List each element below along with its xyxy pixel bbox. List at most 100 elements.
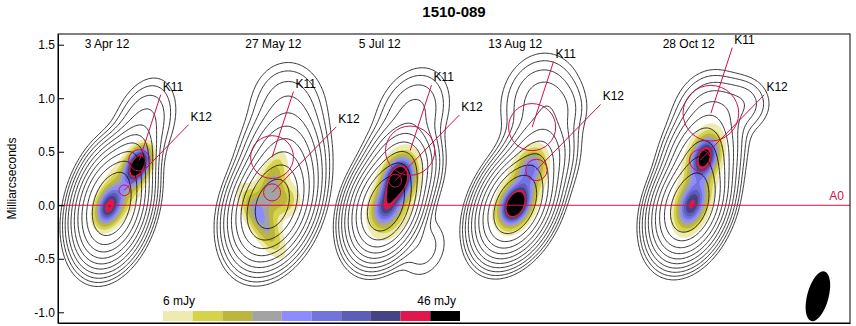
panel [333,68,459,280]
polarized-intensity [499,155,541,226]
colorbar-label: 6 mJy [163,294,195,308]
chart: 1510-089Milliarcseconds3 Apr 12K11K1227 … [0,0,856,326]
knot-label: K11 [556,47,577,61]
contour [217,71,330,282]
colorbar-cell [252,311,282,321]
plot-frame [58,34,850,323]
contour [648,102,733,264]
knot [526,159,547,180]
colorbar-cell [163,311,193,321]
y-tick-mark [58,45,64,46]
knot-leader [536,104,600,170]
contour [345,123,432,263]
contour [336,75,444,275]
contour [356,152,417,247]
reference-label: A0 [829,189,844,203]
polarized-intensity [680,139,717,222]
contour [637,70,769,280]
colorbar-label: 46 mJy [417,294,456,308]
y-tick: -1.0 [34,306,64,320]
polarized-intensity [97,147,151,224]
contour [479,141,554,254]
y-tick-label: 0.5 [38,145,55,159]
contour [92,172,131,235]
y-axis: 1.51.00.50.0-0.5-1.0 [34,35,64,324]
knot-label: K11 [434,70,455,84]
knot [689,150,710,171]
panel [460,53,601,279]
knot-leader [700,95,764,161]
knot [251,136,294,179]
x-axis [59,323,851,324]
contour [220,81,326,277]
knot-label: K11 [734,33,755,47]
epoch-label: 3 Apr 12 [85,37,130,51]
knot [683,85,739,141]
contour [494,175,537,233]
beam [801,269,835,323]
knot-leader [272,127,336,193]
contour [241,152,304,249]
contour [670,173,709,232]
knot-label: K12 [461,100,483,114]
polarized-intensity [109,156,145,207]
title: 1510-089 [422,3,485,20]
contour [664,157,715,241]
knot [386,126,435,175]
y-axis-line [58,35,59,324]
polarized-intensity [500,159,538,224]
knot [389,174,402,187]
contour [247,165,298,240]
contour [463,61,582,276]
colorbar-cell [193,311,223,321]
polarized-intensity [503,183,529,220]
knot [263,184,280,201]
contour [472,106,566,263]
contour [63,86,171,283]
polarized-intensity [502,163,535,222]
y-tick-mark [58,98,64,99]
colorbar-cell [222,311,252,321]
y-tick-mark [58,312,64,313]
y-tick-label: 1.0 [38,92,55,106]
contour [224,96,323,273]
contour [640,75,764,276]
polarized-intensity [369,150,419,233]
panel [637,48,769,280]
panel [214,63,336,287]
contour [367,176,404,231]
polarized-intensity [504,187,527,219]
contour [475,129,560,259]
y-tick: 0.0 [38,199,64,213]
contour [645,91,744,268]
plot-area [58,48,850,323]
epoch-label: 13 Aug 12 [488,37,542,51]
contour [488,165,543,241]
contour [468,82,569,268]
knot [509,104,556,151]
contour [78,143,146,258]
contour [71,125,153,269]
contour [74,135,149,264]
knot-label: K11 [295,77,316,91]
polarized-intensity [98,149,149,222]
contour [333,68,449,280]
polarized-intensity [255,205,265,223]
y-tick-label: 1.5 [38,38,55,52]
colorbar-cell [430,311,460,321]
contour [642,82,756,272]
contour [82,152,142,252]
contour [339,85,440,272]
knot-leader [532,62,553,128]
knot-label: K12 [603,89,625,103]
polarized-intensity [686,145,713,213]
x-axis-line [59,323,851,324]
contour [227,113,318,268]
contour [660,141,721,248]
contour [65,95,164,278]
contour [214,63,333,287]
knot [119,185,130,196]
knot-label: K12 [191,110,213,124]
colorbar-cell [371,311,401,321]
contour [68,109,157,274]
